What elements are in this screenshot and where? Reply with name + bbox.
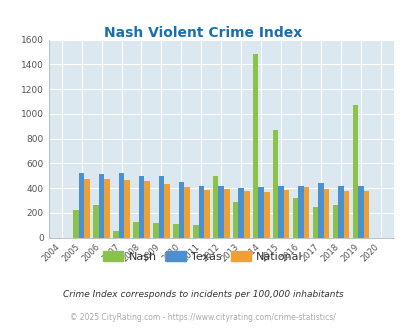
Bar — [79, 173, 84, 238]
Bar — [139, 176, 144, 238]
Bar — [184, 187, 189, 238]
Bar — [332, 205, 337, 238]
Bar — [278, 186, 283, 238]
Bar — [104, 180, 110, 238]
Bar — [178, 182, 184, 238]
Bar — [357, 185, 363, 238]
Bar — [238, 188, 243, 238]
Bar — [218, 186, 224, 238]
Bar — [303, 187, 309, 238]
Bar — [343, 190, 348, 238]
Bar — [224, 189, 229, 238]
Bar — [283, 190, 289, 238]
Bar — [173, 224, 178, 238]
Bar — [258, 187, 263, 238]
Bar — [272, 130, 278, 238]
Text: Nash Violent Crime Index: Nash Violent Crime Index — [104, 26, 301, 40]
Bar — [164, 184, 169, 238]
Bar — [363, 190, 369, 238]
Bar — [323, 189, 328, 238]
Bar — [98, 174, 104, 238]
Bar — [133, 221, 139, 238]
Legend: Nash, Texas, National: Nash, Texas, National — [98, 247, 307, 267]
Bar — [243, 191, 249, 238]
Bar — [73, 211, 79, 238]
Bar — [263, 192, 269, 238]
Bar — [118, 173, 124, 238]
Bar — [312, 207, 318, 238]
Text: Crime Index corresponds to incidents per 100,000 inhabitants: Crime Index corresponds to incidents per… — [62, 290, 343, 299]
Bar — [232, 202, 238, 238]
Bar — [144, 181, 149, 238]
Bar — [192, 225, 198, 238]
Bar — [252, 54, 258, 238]
Bar — [298, 185, 303, 238]
Bar — [352, 105, 357, 238]
Bar — [93, 205, 98, 238]
Bar — [198, 186, 204, 238]
Bar — [212, 176, 218, 238]
Bar — [318, 182, 323, 238]
Bar — [113, 231, 118, 238]
Bar — [292, 198, 298, 238]
Bar — [84, 180, 90, 238]
Bar — [124, 180, 130, 238]
Bar — [158, 176, 164, 238]
Bar — [337, 186, 343, 238]
Bar — [153, 223, 158, 238]
Text: © 2025 CityRating.com - https://www.cityrating.com/crime-statistics/: © 2025 CityRating.com - https://www.city… — [70, 313, 335, 322]
Bar — [204, 190, 209, 238]
